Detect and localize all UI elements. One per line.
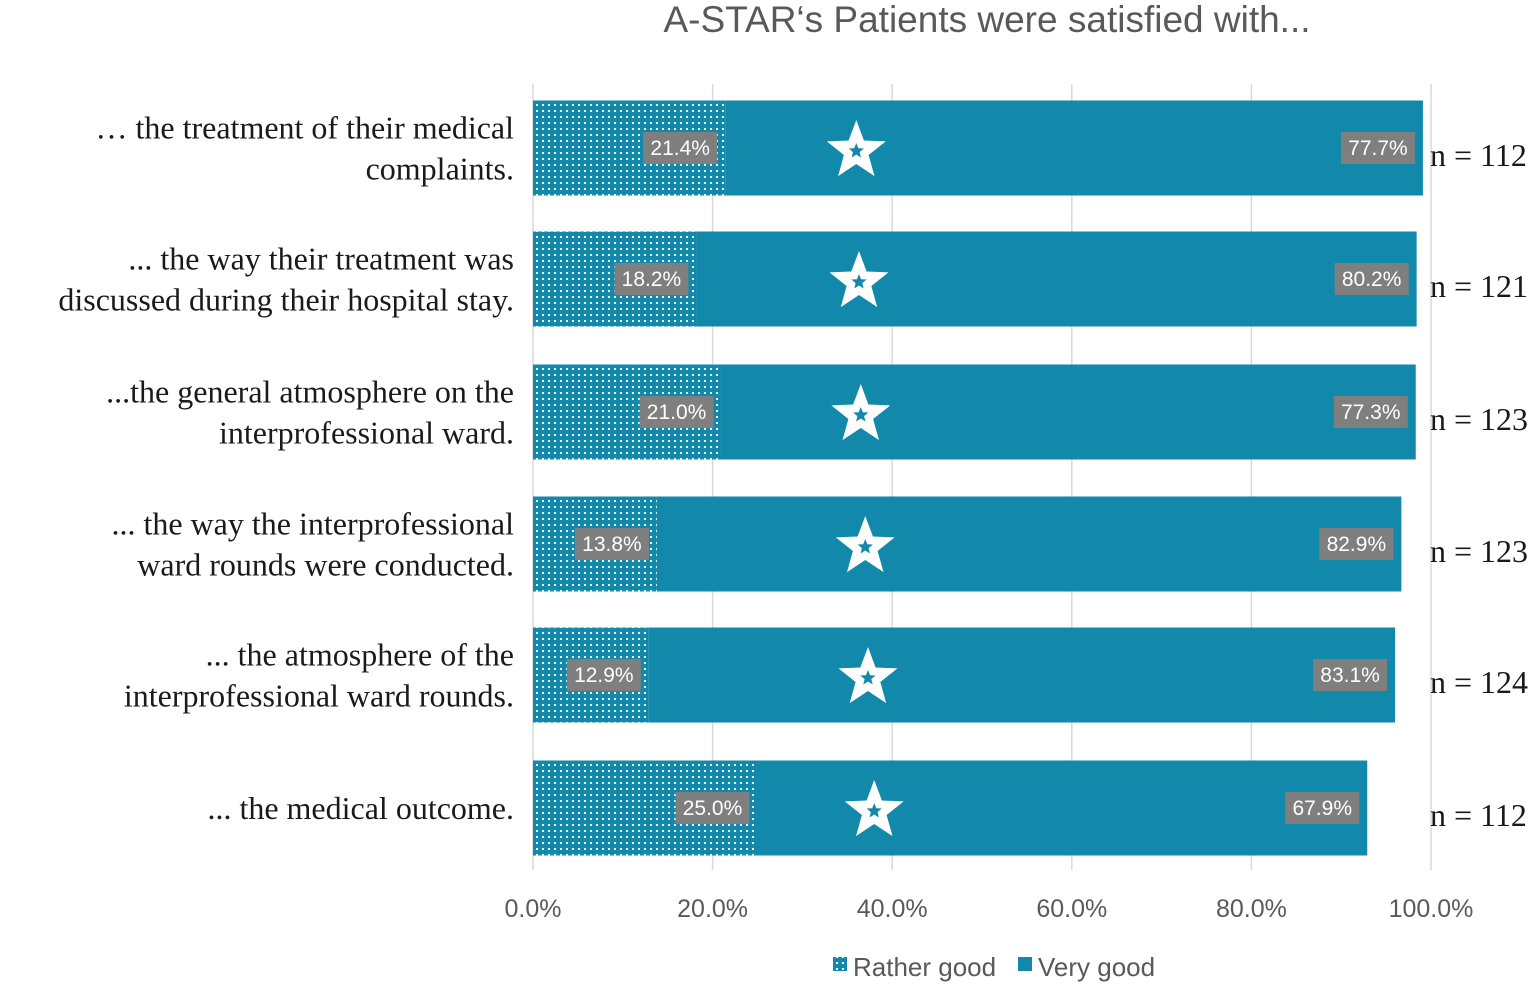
sample-size-label: n = 112: [1430, 797, 1527, 833]
data-label-box: [1340, 132, 1415, 164]
category-label: complaints.: [366, 151, 514, 187]
legend: Rather good Very good: [833, 952, 1155, 982]
category-label: discussed during their hospital stay.: [58, 282, 514, 318]
sample-size-label: n = 123: [1430, 401, 1528, 437]
category-label: ...the general atmosphere on the: [106, 374, 514, 410]
category-label: … the treatment of their medical: [96, 110, 515, 146]
category-label: interprofessional ward.: [219, 415, 514, 451]
data-label-very-good: 83.1%: [1320, 664, 1380, 687]
data-label-rather-good: 25.0%: [683, 797, 743, 820]
category-label: interprofessional ward rounds.: [124, 678, 514, 714]
star-icon-inner: [866, 803, 882, 818]
category-label: ward rounds were conducted.: [137, 547, 514, 583]
bar-very-good: [656, 496, 1402, 592]
data-label-box: [1285, 792, 1360, 824]
data-label-box: [1333, 396, 1408, 428]
x-tick-label: 80.0%: [1216, 895, 1287, 923]
data-label-rather-good: 21.4%: [650, 137, 710, 160]
data-label-very-good: 80.2%: [1342, 268, 1402, 291]
bar-very-good: [696, 231, 1417, 327]
bar-very-good: [648, 627, 1396, 723]
gridlines: [532, 84, 1432, 870]
data-label-box: [574, 528, 649, 560]
star-icon-inner: [857, 539, 873, 554]
bar-very-good: [721, 364, 1416, 460]
x-tick-label: 100.0%: [1389, 895, 1474, 923]
category-label: ... the way their treatment was: [128, 241, 514, 277]
data-label-box: [614, 263, 689, 295]
x-tick-label: 0.0%: [505, 895, 562, 923]
data-label-very-good: 77.3%: [1341, 401, 1401, 424]
data-label-box: [1313, 659, 1388, 691]
chart-title: A-STAR‘s Patients were satisfied with...: [663, 0, 1310, 40]
x-tick-label: 20.0%: [677, 895, 748, 923]
data-label-rather-good: 21.0%: [647, 401, 707, 424]
data-label-very-good: 82.9%: [1327, 533, 1387, 556]
star-icon-inner: [851, 274, 867, 289]
data-label-rather-good: 18.2%: [622, 268, 682, 291]
bars: 21.4% 77.7% … the treatment of their medic…: [58, 100, 1528, 856]
legend-swatch-rather-good: [833, 957, 847, 971]
category-label: ... the way the interprofessional: [111, 506, 514, 542]
data-label-very-good: 67.9%: [1292, 797, 1352, 820]
sample-size-label: n = 123: [1430, 533, 1528, 569]
legend-swatch-very-good: [1018, 957, 1032, 971]
bar-very-good: [757, 760, 1368, 856]
legend-label-rather-good: Rather good: [853, 952, 996, 982]
star-icon-inner: [860, 670, 876, 685]
sample-size-label: n = 124: [1430, 664, 1528, 700]
x-tick-label: 60.0%: [1036, 895, 1107, 923]
data-label-box: [566, 659, 641, 691]
data-label-rather-good: 13.8%: [582, 533, 642, 556]
category-label: ... the medical outcome.: [207, 790, 514, 826]
sample-size-label: n = 112: [1430, 137, 1527, 173]
sample-size-label: n = 121: [1430, 268, 1528, 304]
data-label-rather-good: 12.9%: [574, 664, 634, 687]
legend-label-very-good: Very good: [1038, 952, 1155, 982]
star-icon-inner: [848, 143, 864, 158]
data-label-very-good: 77.7%: [1348, 137, 1408, 160]
x-axis: 0.0% 20.0% 40.0% 60.0% 80.0% 100.0%: [505, 895, 1474, 923]
bar-very-good: [725, 100, 1423, 196]
data-label-box: [1319, 528, 1394, 560]
data-label-box: [639, 396, 714, 428]
x-tick-label: 40.0%: [857, 895, 928, 923]
data-label-box: [1334, 263, 1409, 295]
category-label: ... the atmosphere of the: [206, 637, 514, 673]
data-label-box: [675, 792, 750, 824]
star-icon-inner: [853, 407, 869, 422]
data-label-box: [643, 132, 718, 164]
